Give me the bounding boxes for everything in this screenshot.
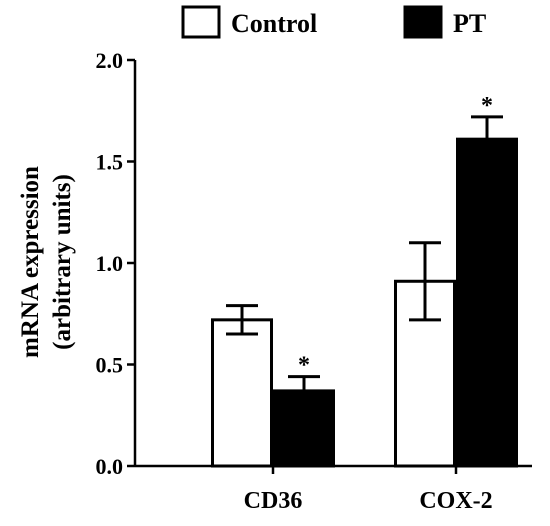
legend-swatch	[181, 5, 221, 39]
x-tick-label: COX-2	[419, 488, 492, 514]
y-tick-label: 1.5	[96, 150, 124, 175]
y-tick-label: 0.0	[96, 454, 124, 479]
x-axis: CD36 COX-2	[135, 464, 532, 514]
significance-marker: *	[481, 93, 493, 119]
significance-marker: *	[298, 353, 310, 379]
y-axis-label-line2: (arbitrary units)	[49, 174, 76, 350]
y-axis: 0.0 0.5 1.0 1.5 2.0	[96, 48, 137, 479]
y-tick-label: 1.0	[96, 251, 124, 276]
legend-label: Control	[231, 9, 317, 38]
legend-label: PT	[453, 9, 486, 38]
y-tick-label: 0.5	[96, 353, 124, 378]
y-tick-label: 2.0	[96, 48, 124, 73]
bar	[456, 137, 518, 468]
bars: **	[211, 93, 518, 468]
y-axis-label-line1: mRNA expression	[17, 166, 44, 358]
bar	[211, 318, 273, 468]
legend-swatch	[403, 5, 443, 39]
x-tick-label: CD36	[244, 488, 303, 514]
legend: Control PT	[181, 5, 486, 39]
